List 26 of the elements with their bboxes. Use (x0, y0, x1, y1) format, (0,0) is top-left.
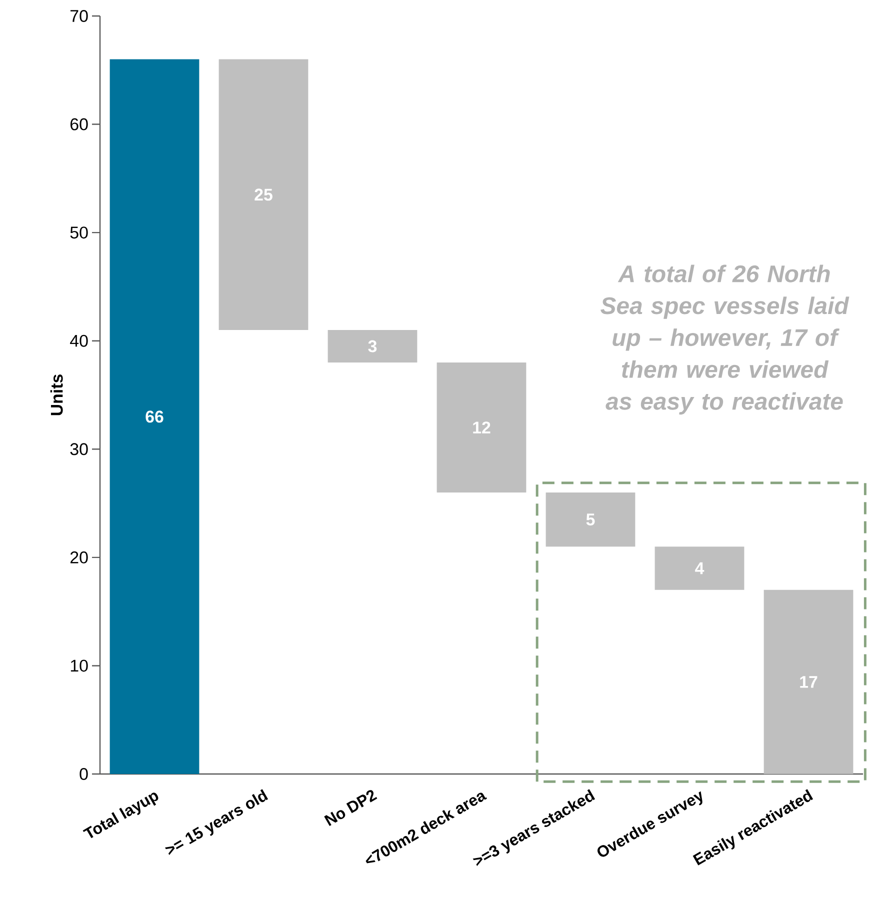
data-label: 4 (695, 562, 704, 574)
bar (764, 590, 854, 774)
y-tick-label: 0 (80, 768, 88, 780)
bar (654, 546, 744, 590)
y-tick-label: 10 (70, 660, 88, 672)
bar (110, 59, 200, 774)
data-label: 5 (586, 514, 595, 526)
data-label: 17 (800, 676, 818, 688)
bar (546, 492, 636, 547)
y-tick-label: 60 (70, 118, 88, 130)
data-label: 12 (473, 422, 490, 434)
y-tick-label: 40 (70, 334, 88, 347)
bar (328, 330, 418, 363)
y-tick-label: 30 (70, 443, 88, 456)
data-label: 25 (254, 188, 272, 201)
data-label: 66 (146, 410, 164, 423)
x-tick-label: Total layup (82, 792, 158, 838)
annotation: A total of 26 North Sea spec vessels laid up – however, 17 of them were viewed as easy to reactivate (600, 264, 850, 415)
y-tick-label: 70 (70, 10, 88, 22)
y-axis-title: Units (50, 374, 63, 416)
data-label: 3 (368, 340, 377, 352)
y-tick-label: 50 (70, 226, 88, 239)
y-tick-label: 20 (70, 551, 88, 564)
bar (218, 59, 308, 330)
x-tick-label: No DP2 (324, 790, 378, 826)
bar (436, 362, 526, 492)
